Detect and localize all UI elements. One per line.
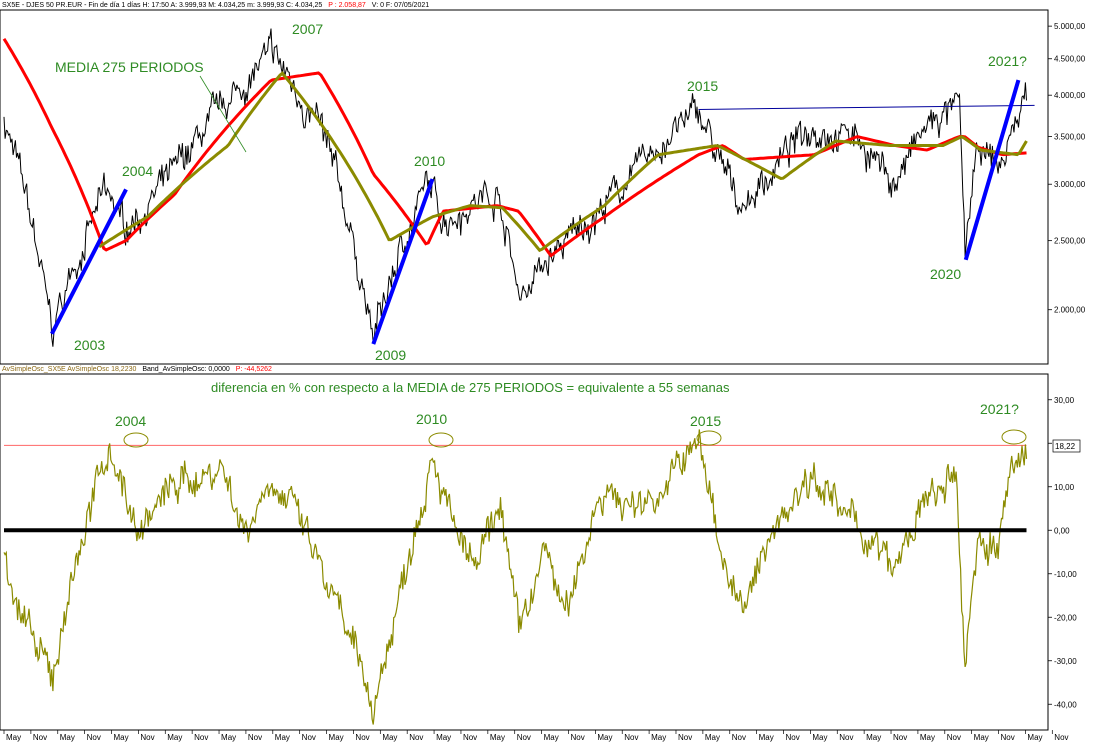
x-tick-label: May [6, 733, 21, 742]
label-2003: 2003 [74, 337, 105, 353]
osc-panel [0, 373, 1049, 731]
trend-line [371, 178, 435, 345]
x-tick-label: May [920, 733, 935, 742]
osc-tick-label: 10,00 [1054, 483, 1075, 492]
x-tick-label: Nov [248, 733, 262, 742]
price-header-text: SX5E - DJES 50 PR.EUR - Fin de día 1 día… [2, 2, 429, 9]
label-2010-top: 2010 [414, 153, 445, 169]
label-2020: 2020 [930, 266, 961, 282]
price-series-group [2, 28, 1035, 347]
x-tick-label: May [490, 733, 505, 742]
x-tick-label: Nov [570, 733, 584, 742]
price-axis: 5.000,00 4.500,00 4.000,00 3.500,00 3.000,00… [1048, 22, 1086, 315]
x-tick-label: May [651, 733, 666, 742]
label-2021-osc: 2021? [980, 401, 1019, 417]
label-2007: 2007 [292, 21, 323, 37]
label-2004-top: 2004 [122, 163, 153, 179]
osc-series-group [3, 429, 1028, 725]
x-tick-label: Nov [893, 733, 907, 742]
osc-title: diferencia en % con respecto a la MEDIA … [211, 380, 730, 395]
ma-275-line [2, 37, 1027, 258]
x-tick-label: May [1027, 733, 1042, 742]
x-tick-label: May [974, 733, 989, 742]
osc-tick-label: 0,00 [1054, 526, 1070, 535]
price-tick-label: 4.500,00 [1054, 55, 1086, 64]
x-tick-label: May [812, 733, 827, 742]
x-tick-label: Nov [409, 733, 423, 742]
osc-ellipse-2021 [1001, 429, 1027, 445]
x-tick-label: Nov [517, 733, 531, 742]
x-tick-label: May [759, 733, 774, 742]
price-tick-label: 2.500,00 [1054, 237, 1086, 246]
x-tick-label: May [436, 733, 451, 742]
osc-tick-label: -40,00 [1054, 700, 1077, 709]
x-tick-label: Nov [194, 733, 208, 742]
x-tick-label: May [597, 733, 612, 742]
price-tick-label: 2.000,00 [1054, 306, 1086, 315]
x-tick-label: Nov [786, 733, 800, 742]
ma-olive-line [98, 71, 1028, 253]
osc-header-text: AvSimpleOsc_SX5E AvSimpleOsc 18,2230 Ban… [2, 366, 272, 373]
osc-tick-label: -20,00 [1054, 613, 1077, 622]
label-2004-osc: 2004 [115, 413, 146, 429]
label-2021-top: 2021? [988, 53, 1027, 69]
price-tick-label: 3.000,00 [1054, 180, 1086, 189]
x-tick-label: Nov [33, 733, 47, 742]
x-tick-label: Nov [1001, 733, 1015, 742]
x-tick-label: Nov [839, 733, 853, 742]
trend-line [50, 188, 128, 335]
x-tick-label: Nov [302, 733, 316, 742]
x-tick-label: Nov [1054, 733, 1068, 742]
osc-ellipse-2010 [428, 432, 454, 448]
osc-tick-label: -30,00 [1054, 657, 1077, 666]
media-pointer-line [199, 75, 247, 153]
osc-line [3, 429, 1028, 725]
label-media-275: MEDIA 275 PERIODOS [55, 59, 204, 75]
x-tick-label: May [221, 733, 236, 742]
label-2009: 2009 [375, 347, 406, 363]
osc-tick-label: -10,00 [1054, 570, 1077, 579]
price-panel [0, 9, 1049, 365]
label-2015-top: 2015 [687, 78, 718, 94]
x-tick-label: May [114, 733, 129, 742]
x-tick-label: Nov [355, 733, 369, 742]
osc-value-badge-box [1052, 439, 1081, 453]
x-tick-label: Nov [947, 733, 961, 742]
trend-line [963, 79, 1021, 261]
x-tick-label: Nov [140, 733, 154, 742]
x-axis: May Nov May Nov May Nov May Nov May Nov May Nov May N… [3, 730, 1069, 742]
osc-ellipse-2015 [696, 430, 722, 446]
price-resistance-line [698, 104, 1035, 110]
x-tick-label: May [705, 733, 720, 742]
x-tick-label: May [275, 733, 290, 742]
x-tick-label: Nov [732, 733, 746, 742]
x-tick-label: Nov [463, 733, 477, 742]
x-tick-label: May [544, 733, 559, 742]
price-tick-label: 3.500,00 [1054, 133, 1086, 142]
osc-value-badge: 18,22 [1055, 442, 1076, 451]
osc-tick-label: 30,00 [1054, 396, 1075, 405]
label-2015-osc: 2015 [690, 413, 721, 429]
label-2010-osc: 2010 [416, 411, 447, 427]
x-tick-label: May [167, 733, 182, 742]
x-tick-label: May [866, 733, 881, 742]
x-tick-label: May [60, 733, 75, 742]
osc-ellipse-2004 [123, 432, 149, 448]
x-tick-label: Nov [678, 733, 692, 742]
price-header-bar [0, 0, 1100, 10]
x-tick-label: May [382, 733, 397, 742]
x-tick-label: Nov [87, 733, 101, 742]
price-tick-label: 4.000,00 [1054, 91, 1086, 100]
price-tick-label: 5.000,00 [1054, 22, 1086, 31]
price-line-sx5e [3, 28, 1027, 347]
x-tick-label: May [329, 733, 344, 742]
x-tick-label: Nov [624, 733, 638, 742]
